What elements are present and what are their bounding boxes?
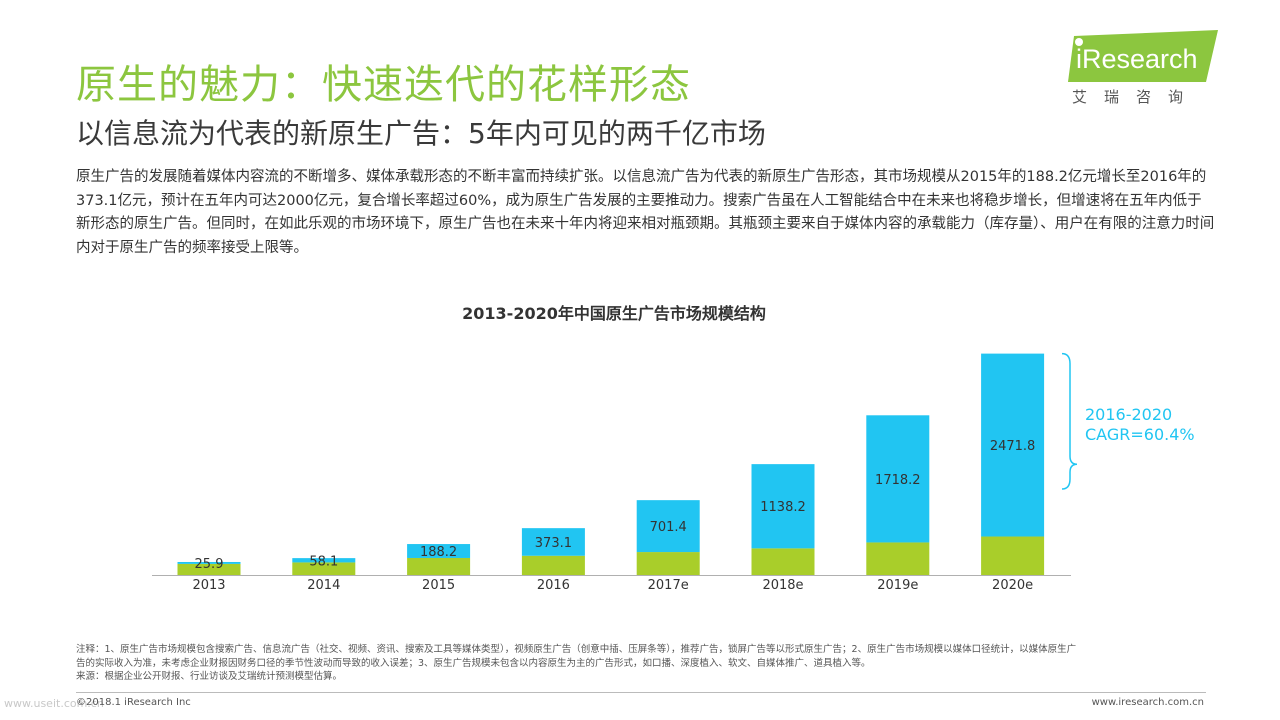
intro-paragraph: 原生广告的发展随着媒体内容流的不断增多、媒体承载形态的不断丰富而持续扩张。以信息… <box>76 169 1215 256</box>
footnote-line-2: 告的实际收入为准，未考虑企业财报因财务口径的季节性波动而导致的收入误差；3、原生… <box>76 657 871 669</box>
iresearch-logo: iResearch 艾瑞咨询 <box>1068 30 1218 110</box>
logo-subtext: 艾瑞咨询 <box>1072 88 1201 106</box>
page-title: 原生的魅力：快速迭代的花样形态 <box>76 62 691 108</box>
cagr-period-label: 2016-2020 <box>1085 405 1172 424</box>
bar-segment-new-native-2014 <box>292 558 356 563</box>
value-label-2020e: 2471.8 <box>990 439 1036 454</box>
bar-segment-new-native-2015 <box>407 544 471 558</box>
footer-copyright: ©2018.1 iResearch Inc <box>76 697 191 708</box>
bar-segment-new-native-2013 <box>177 561 241 564</box>
value-label-2014: 58.1 <box>309 554 338 569</box>
x-tick-label-2019e: 2019e <box>877 578 918 593</box>
bar-segment-new-native-2017e <box>636 500 700 553</box>
bar-segment-base-2019e <box>866 542 930 575</box>
value-label-2016: 373.1 <box>535 536 572 551</box>
chart-bars <box>177 353 1045 575</box>
value-label-2017e: 701.4 <box>650 520 687 535</box>
footer-divider <box>76 692 1206 693</box>
x-axis-ticks: 2013 2014 2015 2016 2017e 2018e 2019e 2020e <box>192 578 1033 593</box>
watermark: www.useit.com.cn <box>4 697 104 710</box>
bar-segment-new-native-2016 <box>521 528 585 556</box>
footnotes: 注释：1、原生广告市场规模包含搜索广告、信息流广告（社交、视频、资讯、搜索及工具… <box>76 643 1212 684</box>
logo-badge <box>1068 30 1218 82</box>
value-label-2015: 188.2 <box>420 545 457 560</box>
bar-segment-new-native-2018e <box>751 464 815 549</box>
bar-segment-base-2013 <box>177 563 241 575</box>
x-tick-label-2017e: 2017e <box>648 578 689 593</box>
logo-text: iResearch <box>1076 44 1198 74</box>
page-subtitle: 以信息流为代表的新原生广告：5年内可见的两千亿市场 <box>76 117 766 150</box>
bar-chart: 2013 2014 2015 2016 2017e 2018e 2019e 2020e 25.… <box>152 352 1195 593</box>
bar-segment-new-native-2019e <box>866 415 930 543</box>
bar-segment-base-2015 <box>407 557 471 575</box>
footer-website: www.iresearch.com.cn <box>1091 697 1204 708</box>
footnote-line-1: 注释：1、原生广告市场规模包含搜索广告、信息流广告（社交、视频、资讯、搜索及工具… <box>76 644 1077 655</box>
logo-dot-icon <box>1075 38 1083 46</box>
x-tick-label-2013: 2013 <box>192 578 225 593</box>
cagr-value-label: CAGR=60.4% <box>1085 425 1195 444</box>
value-label-2013: 25.9 <box>195 557 224 572</box>
x-tick-label-2014: 2014 <box>307 578 340 593</box>
footnote-source: 来源：根据企业公开财报、行业访谈及艾瑞统计预测模型估算。 <box>76 671 343 682</box>
value-label-2019e: 1718.2 <box>875 473 921 488</box>
x-tick-label-2018e: 2018e <box>762 578 803 593</box>
cagr-bracket <box>1061 352 1078 490</box>
bar-segment-base-2014 <box>292 562 356 575</box>
bar-segment-base-2017e <box>636 552 700 575</box>
bar-segment-new-native-2020e <box>981 353 1045 537</box>
x-tick-label-2016: 2016 <box>537 578 570 593</box>
bar-segment-base-2018e <box>751 548 815 575</box>
x-tick-label-2015: 2015 <box>422 578 455 593</box>
bar-segment-base-2016 <box>521 555 585 575</box>
value-label-2018e: 1138.2 <box>760 500 806 515</box>
bar-segment-base-2020e <box>981 536 1045 575</box>
chart-title: 2013-2020年中国原生广告市场规模结构 <box>462 304 766 323</box>
x-tick-label-2020e: 2020e <box>992 578 1033 593</box>
value-labels: 25.9 58.1 188.2 373.1 701.4 1138.2 1718.2 2471.… <box>195 439 1036 572</box>
